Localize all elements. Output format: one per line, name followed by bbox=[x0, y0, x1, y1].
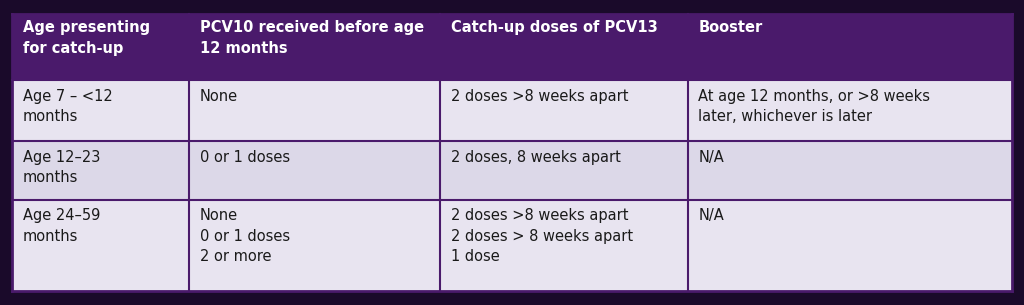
Bar bbox=[189, 142, 440, 200]
Bar bbox=[688, 14, 1012, 80]
Bar bbox=[189, 80, 440, 142]
Bar bbox=[440, 80, 688, 142]
Bar bbox=[12, 80, 189, 142]
Bar bbox=[688, 200, 1012, 291]
Text: None: None bbox=[200, 89, 238, 104]
Text: 2 doses, 8 weeks apart: 2 doses, 8 weeks apart bbox=[451, 150, 621, 165]
Text: Age presenting
for catch-up: Age presenting for catch-up bbox=[23, 20, 150, 56]
Text: At age 12 months, or >8 weeks
later, whichever is later: At age 12 months, or >8 weeks later, whi… bbox=[698, 89, 931, 124]
Text: PCV10 received before age
12 months: PCV10 received before age 12 months bbox=[200, 20, 424, 56]
Text: Booster: Booster bbox=[698, 20, 763, 35]
Text: None
0 or 1 doses
2 or more: None 0 or 1 doses 2 or more bbox=[200, 208, 290, 264]
Bar bbox=[12, 14, 189, 80]
Text: 2 doses >8 weeks apart: 2 doses >8 weeks apart bbox=[451, 89, 628, 104]
Bar bbox=[440, 200, 688, 291]
Text: 0 or 1 doses: 0 or 1 doses bbox=[200, 150, 290, 165]
Text: Age 12–23
months: Age 12–23 months bbox=[23, 150, 100, 185]
Bar bbox=[440, 142, 688, 200]
Bar bbox=[12, 200, 189, 291]
Bar bbox=[688, 80, 1012, 142]
Bar bbox=[440, 14, 688, 80]
Bar bbox=[189, 200, 440, 291]
Text: Age 24–59
months: Age 24–59 months bbox=[23, 208, 100, 244]
Bar bbox=[189, 14, 440, 80]
Text: N/A: N/A bbox=[698, 208, 724, 223]
Text: 2 doses >8 weeks apart
2 doses > 8 weeks apart
1 dose: 2 doses >8 weeks apart 2 doses > 8 weeks… bbox=[451, 208, 633, 264]
Text: Age 7 – <12
months: Age 7 – <12 months bbox=[23, 89, 113, 124]
Text: Catch-up doses of PCV13: Catch-up doses of PCV13 bbox=[451, 20, 657, 35]
Text: N/A: N/A bbox=[698, 150, 724, 165]
Bar bbox=[688, 142, 1012, 200]
Bar bbox=[12, 142, 189, 200]
